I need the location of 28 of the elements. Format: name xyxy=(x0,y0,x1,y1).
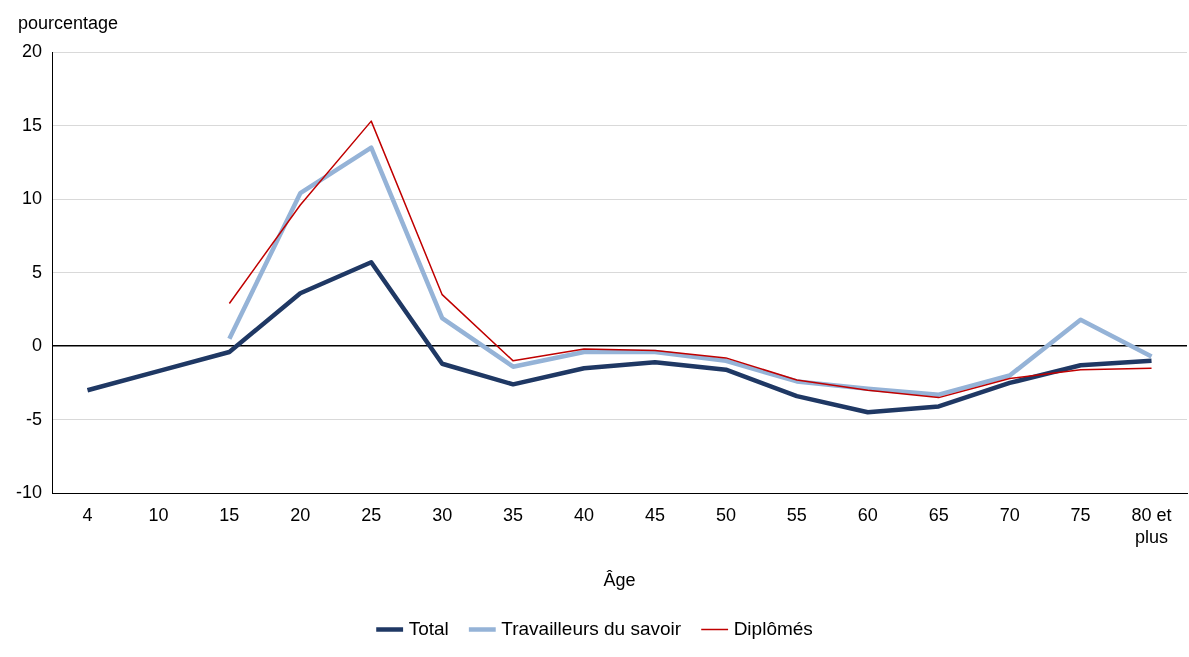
legend-label: Travailleurs du savoir xyxy=(501,617,682,639)
x-tick-label: 75 xyxy=(1070,504,1091,525)
legend-label: Total xyxy=(408,617,449,639)
x-tick-label: 45 xyxy=(644,504,665,525)
x-tick-label: 15 xyxy=(219,504,240,525)
y-tick-label: 0 xyxy=(32,335,43,356)
x-tick-label: 10 xyxy=(148,504,169,525)
y-axis-title: pourcentage xyxy=(18,13,119,33)
x-tick-label: 70 xyxy=(999,504,1020,525)
x-tick-label: 65 xyxy=(928,504,949,525)
x-axis-title: Âge xyxy=(603,570,636,591)
x-tick-label: 80 et plus xyxy=(1131,504,1172,547)
x-tick-label: 55 xyxy=(786,504,807,525)
y-tick-label: -5 xyxy=(26,408,43,429)
legend-label: Diplômés xyxy=(733,617,813,639)
y-tick-label: 15 xyxy=(21,114,43,135)
x-tick-label: 40 xyxy=(574,504,595,525)
x-tick-label: 4 xyxy=(82,504,93,525)
y-tick-label: 20 xyxy=(21,40,43,61)
y-tick-label: 10 xyxy=(21,188,43,209)
x-tick-label: 25 xyxy=(361,504,382,525)
x-tick-label: 35 xyxy=(503,504,524,525)
x-tick-label: 30 xyxy=(432,504,453,525)
x-tick-label: 60 xyxy=(857,504,878,525)
y-tick-label: 5 xyxy=(32,261,43,282)
x-tick-label: 50 xyxy=(715,504,736,525)
y-tick-label: -10 xyxy=(16,482,43,503)
x-tick-label: 20 xyxy=(290,504,311,525)
